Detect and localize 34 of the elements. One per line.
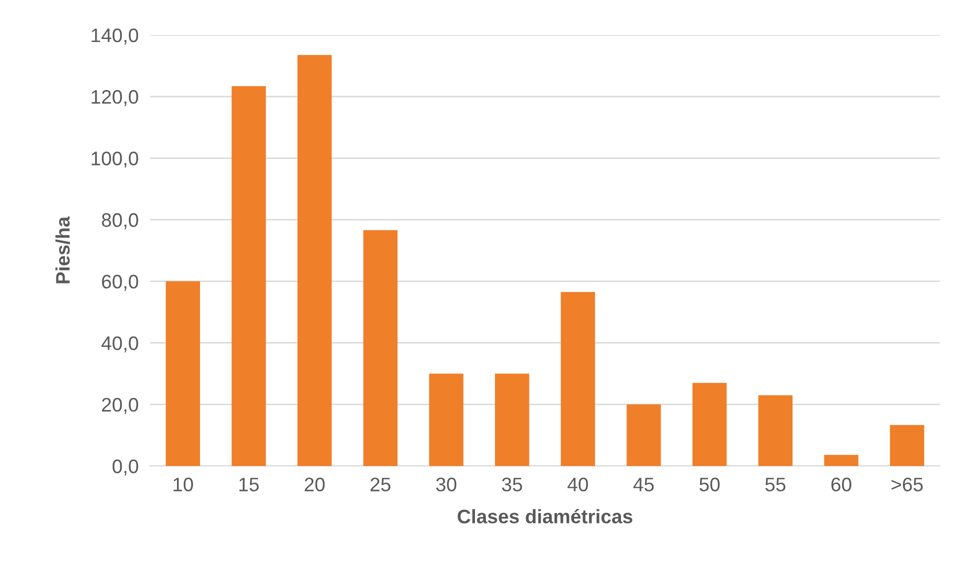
bar bbox=[429, 374, 464, 466]
bar bbox=[297, 55, 332, 466]
bar bbox=[758, 395, 793, 466]
bar bbox=[560, 292, 596, 466]
bar bbox=[232, 86, 266, 466]
y-axis-title: Pies/ha bbox=[55, 216, 70, 284]
bar bbox=[890, 425, 924, 466]
y-tick-label: 20,0 bbox=[102, 398, 138, 414]
y-tick-label: 120,0 bbox=[92, 90, 138, 106]
bar bbox=[494, 374, 530, 466]
y-tick-label: 0,0 bbox=[112, 459, 138, 476]
bar bbox=[166, 281, 200, 466]
y-tick-label: 140,0 bbox=[92, 28, 138, 45]
x-tick-label: 10 bbox=[174, 478, 193, 492]
x-tick-label: 20 bbox=[304, 478, 325, 492]
x-tick-label: 30 bbox=[436, 478, 456, 492]
x-tick-label: 60 bbox=[831, 478, 852, 492]
y-tick-label: 100,0 bbox=[92, 152, 138, 168]
x-tick-label: 50 bbox=[700, 478, 720, 492]
bar bbox=[692, 382, 727, 466]
bar bbox=[824, 454, 858, 466]
bar bbox=[363, 230, 398, 466]
x-tick-label: 40 bbox=[568, 478, 588, 492]
y-tick-label: 40,0 bbox=[101, 336, 138, 352]
x-tick-label: 15 bbox=[239, 478, 259, 492]
x-tick-label: >65 bbox=[892, 478, 923, 492]
x-tick-label: 35 bbox=[502, 478, 522, 492]
x-axis-title: Clases diamétricas bbox=[458, 508, 632, 524]
y-tick-label: 60,0 bbox=[102, 274, 138, 291]
x-tick-label: 45 bbox=[633, 478, 654, 492]
bar bbox=[626, 404, 661, 466]
x-tick-label: 25 bbox=[370, 478, 390, 492]
x-tick-label: 55 bbox=[765, 478, 786, 492]
y-tick-label: 80,0 bbox=[102, 213, 138, 230]
